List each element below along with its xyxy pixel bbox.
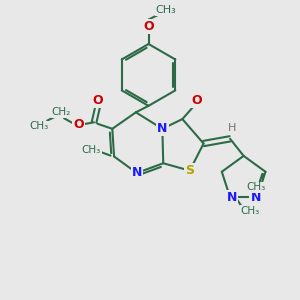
Text: O: O xyxy=(92,94,103,107)
Text: H: H xyxy=(228,123,237,133)
Text: S: S xyxy=(185,164,194,177)
Text: N: N xyxy=(132,167,142,179)
Text: CH₂: CH₂ xyxy=(52,107,71,117)
Text: CH₃: CH₃ xyxy=(246,182,266,192)
Text: CH₃: CH₃ xyxy=(29,122,49,131)
Text: O: O xyxy=(191,94,202,107)
Text: CH₃: CH₃ xyxy=(156,5,177,15)
Text: O: O xyxy=(143,20,154,33)
Text: CH₃: CH₃ xyxy=(240,206,260,216)
Text: O: O xyxy=(74,118,84,131)
Text: CH₃: CH₃ xyxy=(82,145,101,155)
Text: N: N xyxy=(226,191,237,204)
Text: N: N xyxy=(250,191,261,204)
Text: N: N xyxy=(157,122,168,135)
